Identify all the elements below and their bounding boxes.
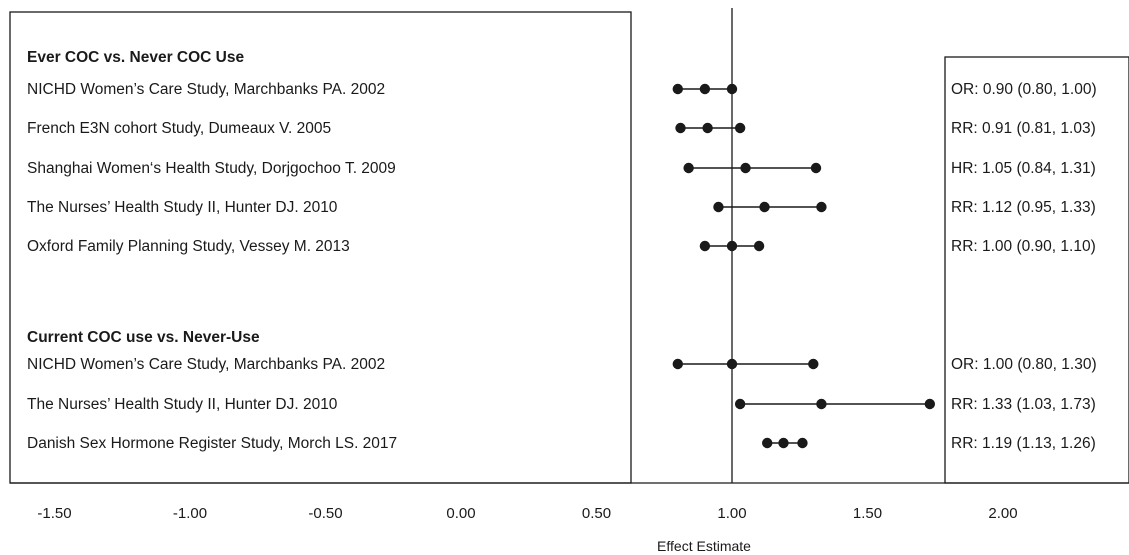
x-tick-label: -1.50: [37, 505, 71, 522]
ci-lower-point: [683, 162, 694, 174]
ci-upper-point: [734, 122, 746, 134]
x-tick-label: 0.50: [582, 505, 611, 522]
ci-upper-point: [726, 83, 738, 95]
estimate-label: RR: 1.12 (0.95, 1.33): [951, 199, 1096, 216]
ci-lower-point: [734, 398, 746, 410]
estimate-label: HR: 1.05 (0.84, 1.31): [951, 160, 1096, 177]
estimate-point: [726, 240, 738, 252]
estimate-label: RR: 1.00 (0.90, 1.10): [951, 238, 1096, 255]
ci-lower-point: [713, 201, 724, 213]
ci-lower-point: [672, 83, 683, 95]
ci-upper-point: [810, 162, 822, 174]
ci-upper-point: [753, 240, 765, 252]
ci-lower-point: [762, 437, 773, 449]
x-axis-title: Effect Estimate: [657, 538, 751, 554]
ci-upper-point: [924, 398, 936, 410]
study-label: Oxford Family Planning Study, Vessey M. …: [27, 238, 350, 255]
study-label: The Nurses’ Health Study II, Hunter DJ. …: [27, 199, 338, 216]
estimate-point: [726, 358, 738, 370]
estimate-point: [816, 398, 827, 410]
x-tick-label: 2.00: [988, 505, 1017, 522]
study-label: NICHD Women’s Care Study, Marchbanks PA.…: [27, 81, 385, 98]
ci-upper-point: [797, 437, 808, 449]
forest-rows: Ever COC vs. Never COC Use NICHD Women’s …: [27, 49, 1097, 452]
x-tick-label: -1.00: [173, 505, 207, 522]
estimate-point: [759, 201, 770, 213]
ci-lower-point: [675, 122, 686, 134]
x-tick-label: 0.00: [446, 505, 475, 522]
estimate-label: RR: 1.33 (1.03, 1.73): [951, 396, 1096, 413]
ci-lower-point: [672, 358, 683, 370]
group-header: Current COC use vs. Never-Use: [27, 329, 260, 346]
estimate-label: RR: 1.19 (1.13, 1.26): [951, 435, 1096, 452]
x-tick-label: 1.50: [853, 505, 882, 522]
estimate-label: OR: 0.90 (0.80, 1.00): [951, 81, 1097, 98]
ci-lower-point: [699, 240, 711, 252]
estimate-point: [740, 162, 751, 174]
x-axis-ticks: -1.50 -1.00 -0.50 0.00 0.50 1.00 1.50 2.00: [37, 505, 1017, 522]
ci-upper-point: [808, 358, 819, 370]
estimate-point: [702, 122, 713, 134]
ci-upper-point: [816, 201, 827, 213]
group-header: Ever COC vs. Never COC Use: [27, 49, 244, 66]
estimate-label: RR: 0.91 (0.81, 1.03): [951, 120, 1096, 137]
study-label: NICHD Women’s Care Study, Marchbanks PA.…: [27, 356, 385, 373]
x-tick-label: 1.00: [717, 505, 746, 522]
estimate-point: [778, 437, 789, 449]
study-label: Shanghai Women‘s Health Study, Dorjgocho…: [27, 160, 396, 177]
study-label: Danish Sex Hormone Register Study, Morch…: [27, 435, 397, 452]
estimate-point: [699, 83, 711, 95]
estimate-label: OR: 1.00 (0.80, 1.30): [951, 356, 1097, 373]
x-tick-label: -0.50: [308, 505, 342, 522]
study-label: The Nurses’ Health Study II, Hunter DJ. …: [27, 396, 338, 413]
study-label: French E3N cohort Study, Dumeaux V. 2005: [27, 120, 331, 137]
